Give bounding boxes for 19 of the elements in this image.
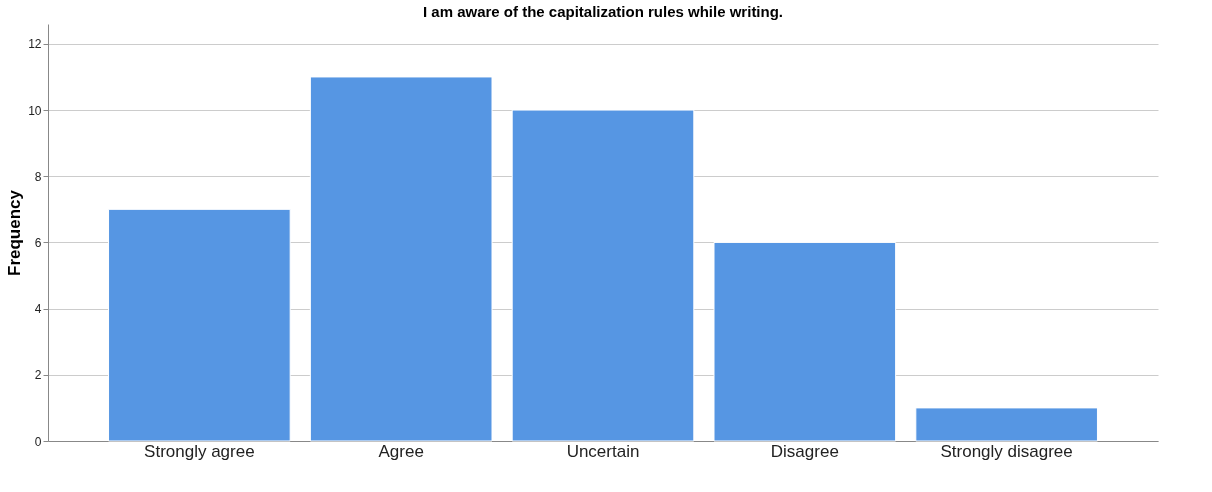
x-tick-label: Strongly disagree xyxy=(940,441,1073,461)
x-tick-label: Agree xyxy=(378,441,424,461)
bar xyxy=(511,109,695,442)
bar xyxy=(915,407,1098,442)
x-tick-label: Strongly agree xyxy=(144,441,255,461)
y-tick-label: 10 xyxy=(28,103,42,118)
bar xyxy=(713,241,897,442)
y-tick-label: 2 xyxy=(34,368,42,383)
y-axis-title: Frequency xyxy=(5,189,25,276)
chart-title: I am aware of the capitalization rules while writing. xyxy=(422,3,784,20)
y-tick-label: 12 xyxy=(28,37,42,52)
y-tick-label: 4 xyxy=(34,302,42,317)
bar xyxy=(108,208,291,442)
y-tick-label: 8 xyxy=(34,169,42,184)
y-tick-label: 0 xyxy=(34,434,42,449)
x-tick-label: Uncertain xyxy=(566,441,640,461)
bar xyxy=(309,76,493,442)
y-tick-label: 6 xyxy=(34,235,42,250)
x-tick-label: Disagree xyxy=(770,441,839,461)
